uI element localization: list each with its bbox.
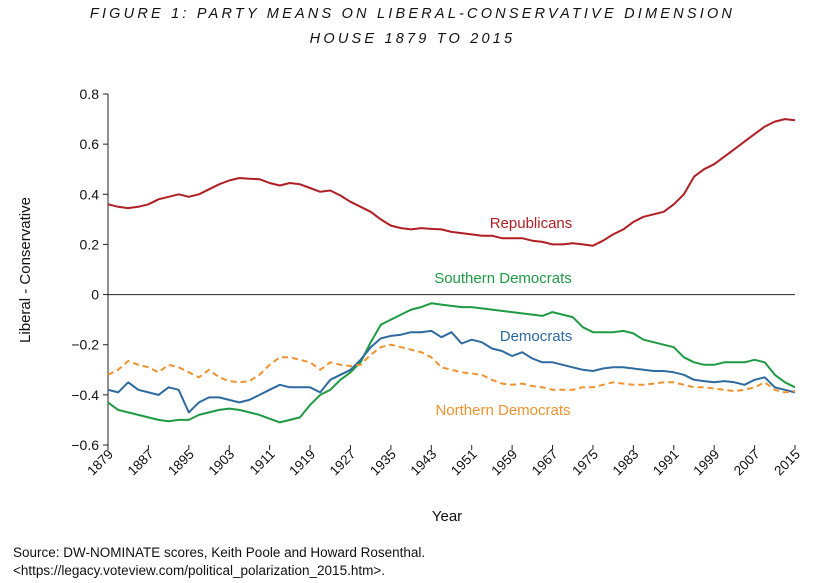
republicans-label: Republicans — [490, 215, 573, 232]
x-tick-label: 1943 — [408, 447, 440, 479]
x-tick-label: 1927 — [327, 447, 359, 479]
x-tick-label: 1975 — [569, 447, 601, 479]
x-tick-label: 1983 — [610, 447, 642, 479]
x-tick-label: 1911 — [247, 447, 278, 478]
x-tick-label: 2007 — [731, 447, 763, 479]
y-tick-label: 0.6 — [80, 136, 100, 152]
x-tick-label: 1959 — [488, 447, 520, 479]
y-tick-label: 0 — [91, 287, 99, 303]
democrats-line — [107, 329, 796, 414]
y-tick-label: −0.2 — [71, 337, 99, 353]
republicans-line — [107, 118, 796, 247]
y-tick-label: 0.8 — [80, 86, 100, 102]
figure-subtitle: HOUSE 1879 TO 2015 — [309, 31, 516, 47]
source-url: <https://legacy.voteview.com/political_p… — [13, 563, 385, 578]
y-tick-label: 0.2 — [80, 236, 100, 252]
northern-democrats-line — [107, 343, 796, 394]
southern-democrats-line — [107, 302, 796, 424]
x-tick-label: 1935 — [367, 447, 399, 479]
source-note: Source: DW-NOMINATE scores, Keith Poole … — [13, 545, 426, 560]
x-tick-label: 1951 — [448, 447, 480, 479]
x-tick-label: 1919 — [286, 447, 318, 479]
y-axis-label: Liberal - Conservative — [17, 197, 34, 343]
x-tick-label: 1991 — [650, 447, 682, 479]
x-tick-label: 1999 — [690, 447, 722, 479]
democrats-label: Democrats — [500, 328, 573, 345]
southern-democrats-label: Southern Democrats — [434, 270, 572, 287]
y-tick-label: −0.6 — [71, 437, 99, 453]
y-tick-label: 0.4 — [80, 186, 100, 202]
x-tick-label: 2015 — [771, 447, 803, 479]
northern-democrats-label: Northern Democrats — [435, 402, 570, 419]
x-tick-label: 1967 — [529, 447, 561, 479]
x-tick-label: 1903 — [206, 447, 238, 479]
figure-title: FIGURE 1: PARTY MEANS ON LIBERAL-CONSERV… — [89, 6, 736, 22]
y-tick-label: −0.4 — [71, 387, 99, 403]
x-tick-label: 1895 — [165, 447, 197, 479]
x-axis-label: Year — [432, 508, 462, 525]
x-tick-label: 1887 — [125, 447, 157, 479]
